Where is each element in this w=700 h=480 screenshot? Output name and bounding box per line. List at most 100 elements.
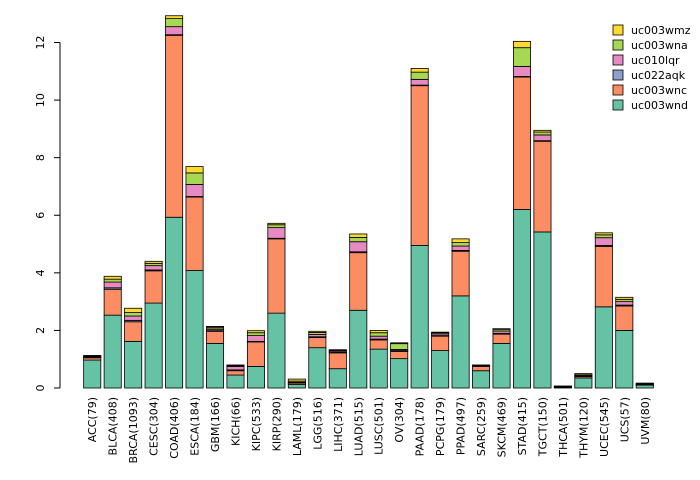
bar-segment-uc003wnc [451,250,470,297]
bar-segment-uc003wnd [635,384,654,389]
x-tick-label: SKCM(469) [496,397,509,457]
bar-segment-uc003wmz [594,232,613,236]
bar-segment-uc003wnd [83,359,102,389]
x-tick-label: CESC(304) [148,397,161,456]
bar-segment-uc003wnd [390,358,409,389]
bar-segment-uc003wnc [594,245,613,308]
bar-segment-uc003wnc [103,288,122,316]
bar-segment-uc003wnd [103,314,122,389]
bar-segment-uc003wnc [246,341,265,367]
bar-segment-uc003wnd [533,231,552,389]
bar-segment-uc010lqr [410,78,429,86]
bar-segment-uc003wmz [410,68,429,73]
x-tick-label: SARC(259) [475,397,488,456]
bar-segment-uc003wna [512,47,531,67]
bar-segment-uc003wnc [328,352,347,370]
x-tick-label: PAAD(178) [414,397,427,456]
bar-segment-uc010lqr [369,335,388,340]
legend: uc003wmz uc003wna uc010lqr uc022aqk uc003wnc… [612,24,691,112]
bar-segment-uc003wnc [492,333,511,344]
x-tick-label: PPAD(497) [455,397,468,455]
legend-label-uc003wnc: uc003wnc [631,84,687,97]
bar-segment-uc003wna [185,172,204,185]
y-tick-label: 0 [34,385,47,392]
y-tick-label: 6 [34,212,47,219]
y-tick-label: 2 [34,327,47,334]
bar-segment-uc003wnc [185,196,204,271]
y-tick-label: 4 [34,269,47,276]
bar-segment-uc010lqr [349,241,368,253]
bar-segment-uc003wmz [287,378,306,382]
bar-segment-uc003wnd [410,245,429,389]
bar-segment-uc003wna [246,332,265,336]
bars [83,15,654,389]
bar-segment-uc003wnc [390,351,409,360]
bar-segment-uc003wna [594,234,613,239]
bar-segment-uc003wnd [165,216,184,389]
bar-segment-uc003wnd [349,309,368,389]
legend-swatch-uc003wnc [612,84,624,96]
bar-segment-uc003wnd [206,342,225,389]
bar-segment-uc003wna [451,242,470,247]
bar-segment-uc003wnd [451,295,470,389]
legend-label-uc003wna: uc003wna [631,39,688,52]
bar-segment-uc010lqr [533,134,552,142]
x-tick-label: UVM(80) [639,397,652,445]
legend-swatch-uc003wnd [612,99,624,111]
bar-segment-uc003wnc [206,330,225,344]
x-tick-label: THCA(501) [557,397,570,458]
bar-segment-uc003wnd [144,302,163,389]
x-tick-label: KIPC(533) [250,397,263,451]
legend-label-uc003wnd: uc003wnd [631,99,688,112]
bar-segment-uc003wnc [512,76,531,210]
bar-segment-uc003wnc [267,238,286,314]
bar-segment-uc010lqr [124,315,143,321]
bar-segment-uc003wmz [574,373,593,376]
x-tick-label: OV(304) [393,397,406,443]
bar-segment-uc003wnc [431,335,450,351]
bar-segment-uc003wmz [206,325,225,328]
bar-segment-uc003wmz [103,275,122,280]
y-tick-label: 12 [34,36,47,50]
bar-segment-uc003wna [103,278,122,283]
x-tick-label: UCEC(545) [598,397,611,457]
bar-segment-uc010lqr [246,335,265,342]
x-tick-label: TGCT(150) [536,397,549,457]
bar-segment-uc003wnd [472,370,491,389]
bar-segment-uc003wna [369,332,388,337]
bar-segment-uc003wmz [226,364,245,366]
x-tick-label: THYM(120) [577,397,590,459]
bar-segment-uc003wna [410,71,429,80]
bar-segment-uc003wna [124,312,143,317]
bar-segment-uc003wnd [226,374,245,389]
bar-segment-uc003wmz [369,330,388,334]
bar-segment-uc010lqr [185,184,204,197]
bar-segment-uc003wnd [185,270,204,389]
bar-segment-uc003wnc [410,85,429,246]
bar-segment-uc003wnd [512,209,531,389]
bar-segment-uc003wnc [369,339,388,350]
x-tick-label: LUAD(515) [352,397,365,456]
bar-segment-uc003wmz [165,15,184,20]
x-tick-label: COAD(406) [168,397,181,459]
bar-segment-uc003wnc [533,140,552,233]
legend-swatch-uc003wna [612,39,624,51]
bar-segment-uc003wmz [308,330,327,333]
bar-segment-uc003wnc [144,270,163,304]
x-tick-label: STAD(415) [516,397,529,455]
legend-label-uc022aqk: uc022aqk [631,69,686,82]
bar-segment-uc003wnd [574,377,593,389]
bar-segment-uc003wmz [431,331,450,334]
bar-segment-uc003wmz [512,40,531,49]
bar-segment-uc003wnd [615,330,634,389]
x-tick-label: UCS(57) [618,397,631,442]
x-axis-labels: ACC(79) BLCA(408) BRCA(1093) CESC(304) COAD(… [86,397,652,463]
bar-segment-uc003wna [390,343,409,350]
x-tick-label: LIHC(371) [332,397,345,452]
x-tick-label: LGG(516) [311,397,324,450]
y-tick-label: 10 [34,93,47,107]
legend-swatch-uc022aqk [612,69,624,81]
bar-segment-uc003wnd [124,340,143,389]
bar-segment-uc003wmz [246,330,265,334]
bar-segment-uc003wnd [287,384,306,389]
